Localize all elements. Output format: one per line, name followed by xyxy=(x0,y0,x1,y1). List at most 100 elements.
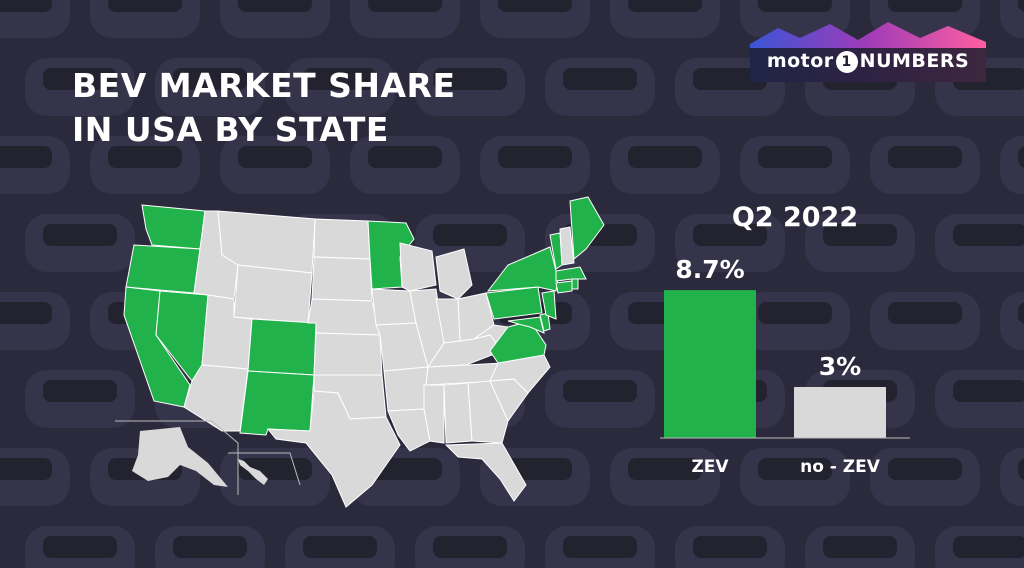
background-car-window xyxy=(0,302,52,324)
background-car-window xyxy=(758,302,832,324)
bar-chart: Q2 2022 8.7% ZEV 3% no - ZEV xyxy=(660,202,910,477)
background-car-window xyxy=(238,0,312,12)
background-car-window xyxy=(173,68,247,90)
background-car-window xyxy=(498,0,572,12)
background-car-window xyxy=(0,146,52,168)
background-car-window xyxy=(953,380,1024,402)
background-car-window xyxy=(43,224,117,246)
background-car xyxy=(1000,448,1024,506)
hawaii-shape xyxy=(238,459,268,485)
background-car-window xyxy=(888,146,962,168)
background-car-window xyxy=(758,146,832,168)
state-new-jersey xyxy=(541,290,557,320)
background-car-window xyxy=(953,224,1024,246)
state-georgia xyxy=(467,380,509,444)
background-car-window xyxy=(1018,302,1024,324)
background-car-window xyxy=(628,146,702,168)
state-north-dakota xyxy=(313,218,371,260)
state-connecticut xyxy=(555,280,573,294)
background-car-window xyxy=(303,536,377,558)
map-states xyxy=(123,196,605,508)
background-car-window xyxy=(563,68,637,90)
state-virginia xyxy=(489,320,547,364)
alaska-shape xyxy=(132,427,228,487)
background-car-window xyxy=(758,0,832,12)
page-title: BEV MARKET SHARE IN USA BY STATE xyxy=(72,64,456,152)
state-nebraska xyxy=(307,298,381,336)
state-alabama xyxy=(443,382,473,444)
hawaii-inset-border xyxy=(228,452,301,486)
category-label: no - ZEV xyxy=(800,457,881,477)
state-washington xyxy=(141,204,206,250)
background-car xyxy=(1000,292,1024,350)
background-car xyxy=(1000,0,1024,38)
background-car-window xyxy=(368,0,442,12)
state-arkansas xyxy=(383,366,429,412)
background-car-window xyxy=(1018,146,1024,168)
category-label: ZEV xyxy=(691,457,729,477)
logo-right-word: NUMBERS xyxy=(859,50,970,72)
state-maryland xyxy=(507,316,545,334)
state-colorado xyxy=(247,318,317,376)
logo-text: motor 1 NUMBERS xyxy=(748,50,988,73)
background-car-window xyxy=(433,224,507,246)
state-mississippi xyxy=(423,384,445,444)
state-rhode-island xyxy=(571,278,579,290)
background-car-window xyxy=(108,146,182,168)
background-car-window xyxy=(43,380,117,402)
title-line-2: IN USA BY STATE xyxy=(72,110,389,149)
background-car-window xyxy=(628,458,702,480)
background-car-window xyxy=(823,224,897,246)
alaska-inset-border xyxy=(115,420,239,495)
background-car-window xyxy=(758,458,832,480)
logo-left-word: motor xyxy=(766,50,834,72)
state-massachusetts xyxy=(555,266,587,282)
state-oregon xyxy=(125,244,201,294)
background-car-window xyxy=(173,536,247,558)
background-car-window xyxy=(693,68,767,90)
background-car-window xyxy=(693,536,767,558)
background-car xyxy=(1000,136,1024,194)
background-car-window xyxy=(1018,458,1024,480)
state-kansas xyxy=(313,332,383,376)
us-state-map xyxy=(115,196,605,508)
background-car-window xyxy=(433,68,507,90)
background-car-window xyxy=(0,0,52,12)
state-south-dakota xyxy=(311,256,373,302)
background-car-window xyxy=(433,536,507,558)
background-car-window xyxy=(823,536,897,558)
state-florida xyxy=(444,442,527,502)
bar-zev xyxy=(664,290,756,438)
background-car-window xyxy=(953,536,1024,558)
state-new-mexico xyxy=(239,370,315,436)
state-maine xyxy=(569,196,605,261)
bar-value-label: 3% xyxy=(819,352,861,381)
map-insets xyxy=(115,420,301,495)
background-car-window xyxy=(888,458,962,480)
bars: 8.7% ZEV 3% no - ZEV xyxy=(664,255,886,477)
brand-logo: motor 1 NUMBERS xyxy=(748,18,988,88)
mountain-logo-graphic xyxy=(750,22,986,82)
title-line-1: BEV MARKET SHARE xyxy=(72,66,456,105)
background-car-window xyxy=(43,68,117,90)
chart-title: Q2 2022 xyxy=(732,202,858,233)
state-new-hampshire xyxy=(559,226,575,266)
background-car-window xyxy=(108,0,182,12)
background-car-window xyxy=(563,380,637,402)
bar-value-label: 8.7% xyxy=(675,255,744,284)
state-michigan xyxy=(435,248,473,300)
background-car-window xyxy=(693,224,767,246)
state-iowa xyxy=(371,288,417,326)
background-car-window xyxy=(303,68,377,90)
state-new-york xyxy=(486,246,559,292)
background-car-window xyxy=(498,146,572,168)
background-car-window xyxy=(238,146,312,168)
state-louisiana xyxy=(387,408,431,452)
state-wisconsin xyxy=(399,242,437,292)
background-car-window xyxy=(888,0,962,12)
background-car-window xyxy=(43,536,117,558)
background-car-window xyxy=(1018,0,1024,12)
state-pennsylvania xyxy=(485,286,543,320)
background-car-window xyxy=(628,0,702,12)
background-car-window xyxy=(888,302,962,324)
